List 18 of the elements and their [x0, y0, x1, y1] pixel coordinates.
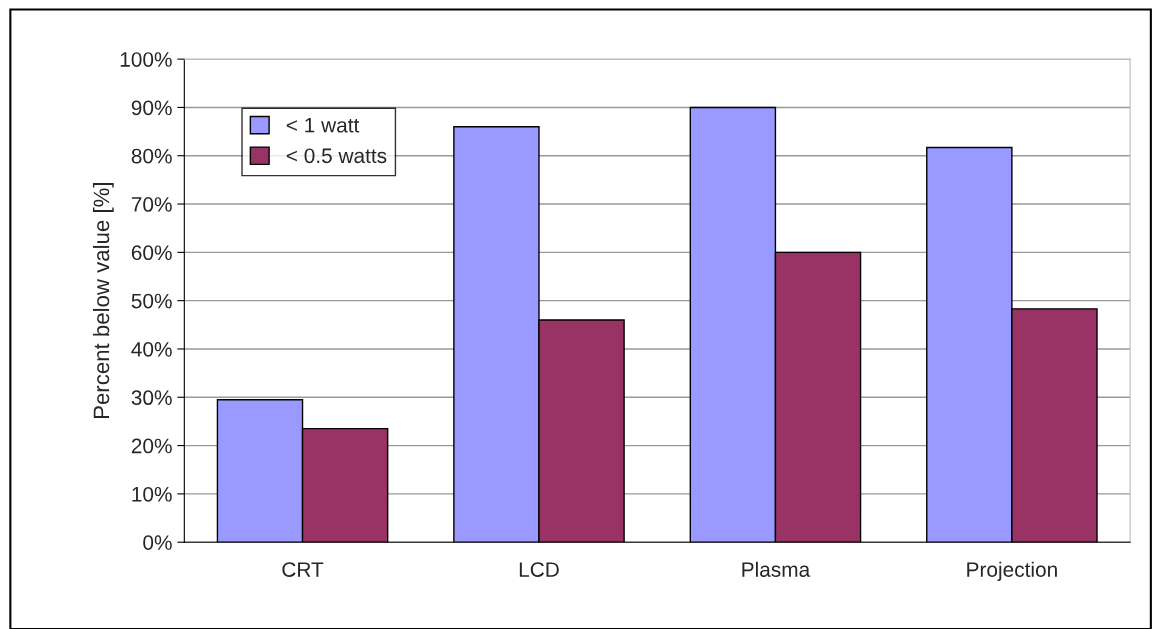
- legend-label: < 0.5 watts: [286, 148, 387, 164]
- y-tick-label: 60%: [131, 245, 172, 261]
- y-tick-label: 20%: [131, 438, 172, 454]
- x-tick-label: Plasma: [742, 561, 811, 577]
- x-tick-label: Projection: [967, 561, 1057, 582]
- y-tick-label: 80%: [131, 148, 172, 164]
- y-tick-label: 90%: [131, 100, 172, 116]
- y-tick-label: 70%: [131, 197, 172, 212]
- y-tick-label: 10%: [132, 486, 172, 502]
- y-tick-label: 0%: [143, 535, 172, 550]
- y-tick-label: 100%: [120, 52, 172, 67]
- legend-label: < 1 watt: [286, 118, 360, 133]
- x-tick-label: CRT: [282, 562, 324, 577]
- y-tick-label: 50%: [131, 293, 172, 309]
- y-axis-title: Percent below value [%]: [92, 183, 114, 419]
- y-tick-label: 30%: [131, 390, 172, 406]
- x-tick-label: LCD: [519, 562, 559, 577]
- y-tick-label: 40%: [131, 341, 172, 357]
